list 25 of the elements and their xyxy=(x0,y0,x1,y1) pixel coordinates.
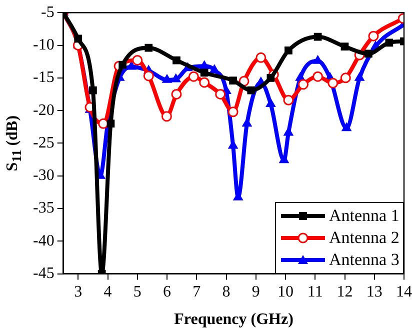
x-tick-label: 8 xyxy=(222,284,230,301)
y-tick-label: -40 xyxy=(33,232,54,250)
legend-label: Antenna 1 xyxy=(329,206,400,226)
y-tick-label: -45 xyxy=(33,265,54,282)
x-tick-label: 10 xyxy=(278,284,294,301)
y-tick-label: -5 xyxy=(41,4,54,21)
x-tick-label: 13 xyxy=(366,284,382,301)
x-tick-label: 7 xyxy=(192,284,201,301)
x-tick-label: 9 xyxy=(252,284,260,301)
x-tick-label: 4 xyxy=(104,284,112,301)
x-axis-title: Frequency (GHz) xyxy=(174,311,294,329)
y-tick-label: -10 xyxy=(33,36,54,54)
x-tick-label: 6 xyxy=(163,284,172,301)
x-tick-label: 3 xyxy=(74,284,82,301)
x-tick-label: 5 xyxy=(133,284,142,301)
x-tick-label: 11 xyxy=(307,284,323,301)
legend-label: Antenna 3 xyxy=(329,250,400,270)
y-tick-label: -35 xyxy=(33,200,54,217)
y-tick-label: -15 xyxy=(33,69,54,86)
y-tick-label: -20 xyxy=(33,102,54,119)
legend-label: Antenna 2 xyxy=(329,228,400,248)
y-tick-label: -30 xyxy=(33,167,54,184)
x-tick-label: 14 xyxy=(396,284,412,301)
y-tick-label: -25 xyxy=(33,134,54,152)
x-tick-label: 12 xyxy=(336,284,353,301)
